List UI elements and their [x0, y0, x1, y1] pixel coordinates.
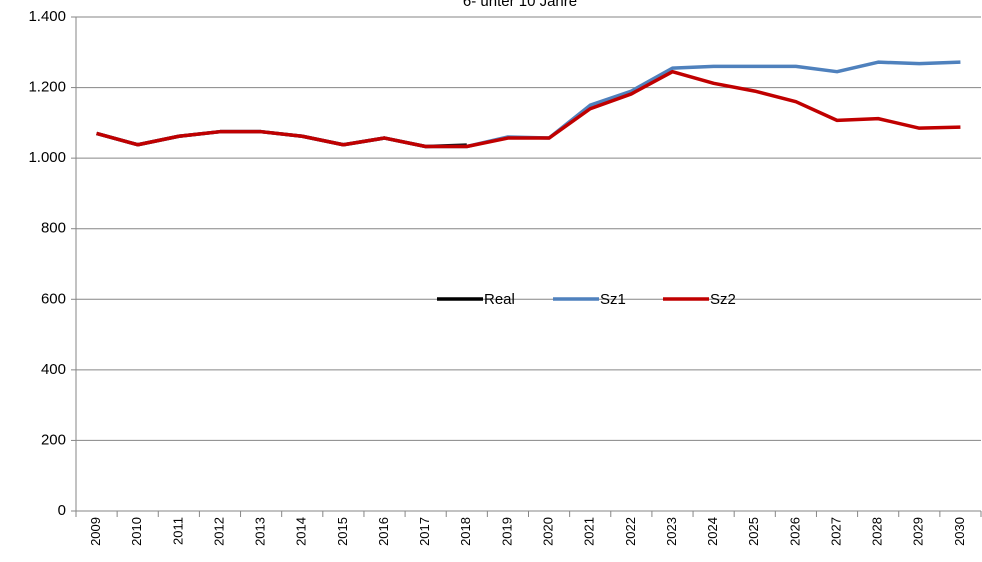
x-tick-label: 2010 [129, 517, 144, 546]
x-tick-label: 2023 [664, 517, 679, 546]
x-tick-label: 2013 [253, 517, 268, 546]
x-tick-label: 2017 [417, 517, 432, 546]
x-tick-label: 2028 [870, 517, 885, 546]
y-tick-label: 600 [41, 290, 66, 307]
x-tick-label: 2019 [499, 517, 514, 546]
x-tick-label: 2021 [582, 517, 597, 546]
y-tick-label: 800 [41, 220, 66, 237]
series-line [96, 69, 961, 149]
x-tick-label: 2025 [746, 517, 761, 546]
x-tick-label: 2027 [828, 517, 843, 546]
y-tick-label: 400 [41, 361, 66, 378]
x-tick-label: 2011 [170, 517, 185, 545]
x-tick-label: 2009 [88, 517, 103, 546]
y-tick-label: 1.400 [28, 8, 66, 25]
x-tick-label: 2022 [623, 517, 638, 546]
y-tick-label: 1.000 [28, 149, 66, 166]
y-tick-label: 1.200 [28, 79, 66, 96]
y-tick-label: 0 [58, 502, 66, 519]
x-tick-label: 2016 [376, 517, 391, 546]
x-tick-label: 2024 [705, 517, 720, 546]
x-tick-label: 2020 [541, 517, 556, 546]
x-tick-label: 2026 [787, 517, 802, 546]
x-tick-label: 2030 [952, 517, 967, 546]
chart-title: 6- unter 10 Jahre [463, 0, 577, 10]
y-tick-label: 200 [41, 431, 66, 448]
legend-label: Sz1 [600, 291, 626, 308]
x-tick-label: 2012 [211, 517, 226, 546]
legend-label: Sz2 [710, 291, 736, 308]
x-tick-label: 2014 [294, 517, 309, 546]
series-line [96, 60, 961, 149]
x-tick-label: 2029 [911, 517, 926, 546]
x-tick-label: 2015 [335, 517, 350, 546]
legend-label: Real [484, 291, 515, 308]
x-tick-label: 2018 [458, 517, 473, 546]
